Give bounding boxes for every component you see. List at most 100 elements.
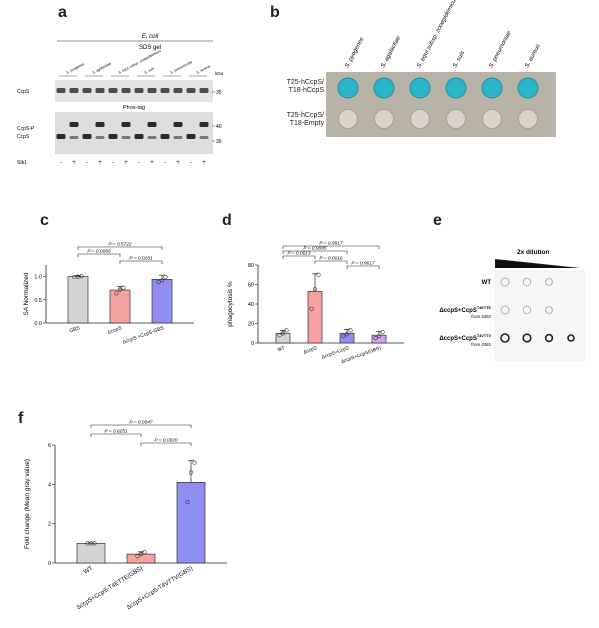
y-tick-label: 0.5 xyxy=(34,298,42,304)
p-value: P = 0.0016 xyxy=(319,256,342,262)
category-label: ΔccpS xyxy=(107,325,123,336)
p-value: P = 0.0281 xyxy=(129,256,152,262)
phos-band xyxy=(186,134,196,139)
category-label: WT xyxy=(277,345,286,353)
panel-letter-e: e xyxy=(433,212,442,229)
p-bracket xyxy=(90,433,142,437)
e-spot xyxy=(567,334,575,342)
phos-gel-strip xyxy=(55,112,213,154)
blue-colony xyxy=(373,77,395,99)
p-value: P = 0.0020 xyxy=(154,438,177,444)
bar xyxy=(126,553,156,564)
b-row1-line2: T18-hCcpS xyxy=(288,87,324,94)
e-spot xyxy=(522,277,532,287)
data-point xyxy=(188,470,194,475)
species-labels: S. pyogenes S. agalactiae S. equi subsp. z… xyxy=(59,49,211,77)
sds-band xyxy=(121,88,131,93)
e-spot xyxy=(500,333,510,343)
e-spot xyxy=(544,333,554,343)
panel-letter-c: c xyxy=(40,212,49,229)
bar xyxy=(151,279,173,324)
stk1-sign: + xyxy=(202,160,206,166)
data-point xyxy=(344,332,350,337)
e-spot xyxy=(500,305,510,315)
a-species-label: S. pyogenes xyxy=(66,62,86,75)
b-species-label: S. aureus xyxy=(524,43,541,68)
e-row-label: ΔccpS+CcpST4ETTE xyxy=(439,306,491,314)
data-point xyxy=(117,287,123,292)
plate-e xyxy=(494,270,586,362)
sds-band xyxy=(82,88,92,93)
panel-letter-b: b xyxy=(270,4,280,21)
e-row-sublabel: from GBS xyxy=(471,314,491,319)
y-tick-label: 0 xyxy=(251,341,254,347)
panel-a-blot: E. coli SDS gel S. pyogenes S. agalactiae… xyxy=(17,34,223,166)
e-spots xyxy=(500,277,575,343)
b-colony-spots xyxy=(337,77,539,129)
blue-colony xyxy=(337,77,359,99)
phos-band xyxy=(199,136,209,139)
white-colony xyxy=(446,109,466,129)
p-value: P = 0.6251 xyxy=(104,429,127,435)
p-bracket xyxy=(282,255,316,259)
p-value: P = 0.0013 xyxy=(287,251,310,257)
phos-band-p xyxy=(121,122,131,127)
sds-band xyxy=(56,88,66,93)
bar xyxy=(307,290,323,344)
panel-letter-a: a xyxy=(58,4,67,21)
phos-band xyxy=(95,136,105,139)
data-point xyxy=(376,334,382,339)
b-species-label: S. suis xyxy=(452,50,466,69)
e-row-label: ΔccpS+CcpST4VTTV xyxy=(439,334,491,342)
stk1-sign: + xyxy=(150,160,154,166)
sds-band xyxy=(108,88,118,93)
sds-band xyxy=(147,88,157,93)
data-point xyxy=(142,550,147,555)
white-colony xyxy=(482,109,502,129)
stk1-sign: - xyxy=(112,160,114,166)
white-colony xyxy=(338,109,358,129)
phos-band xyxy=(134,134,144,139)
p-value: P = 0.0047 xyxy=(129,420,152,426)
stk1-sign: - xyxy=(164,160,166,166)
blue-colony xyxy=(445,77,467,99)
b-row2-line2: T18-Empty xyxy=(289,120,324,127)
data-point xyxy=(163,274,168,280)
p-value: P = 0.9995 xyxy=(303,246,326,252)
sds-gel-strip xyxy=(55,80,213,102)
panel-b-row1-label: T25-hCcpS/ T18-hCcpS xyxy=(248,79,324,95)
category-label: GBS xyxy=(69,325,82,334)
sds-gel-label: SDS gel xyxy=(139,45,161,51)
sds-band xyxy=(173,88,183,93)
p-bracket xyxy=(346,265,380,269)
e-spot xyxy=(545,306,553,314)
panel-b-row2-label: T25-hCcpS/ T18-Empty xyxy=(248,112,324,128)
p-bracket xyxy=(77,246,163,250)
stk1-sign: - xyxy=(190,160,192,166)
p-bracket xyxy=(314,260,348,264)
data-point xyxy=(79,274,84,279)
e-row-label: WT xyxy=(482,280,492,286)
data-point xyxy=(121,285,126,290)
y-tick-label: 20 xyxy=(248,322,254,328)
dilution-label: 2x dilution xyxy=(517,249,550,256)
dilution-wedge xyxy=(495,259,580,268)
y-tick-label: 0 xyxy=(48,561,51,567)
a-species-label: S. agalactiae xyxy=(92,62,112,75)
y-tick-label: 6 xyxy=(48,443,51,449)
data-point xyxy=(138,552,144,557)
phos-band-p xyxy=(69,122,79,127)
bar xyxy=(275,332,291,344)
y-tick-label: 60 xyxy=(248,283,254,289)
a-species-label: S. suis xyxy=(144,66,156,75)
bar xyxy=(109,289,131,324)
white-colony xyxy=(518,109,538,129)
e-row-sublabel: from GBS xyxy=(471,342,491,347)
agar-plate xyxy=(326,72,556,137)
category-label: ΔccpS xyxy=(303,345,318,355)
y-axis-label: Fold change (Mean gray value) xyxy=(24,459,31,549)
p-bracket xyxy=(90,424,192,428)
stk1-sign: + xyxy=(72,160,76,166)
category-label: ΔccpS +CcpS-GBS xyxy=(122,325,165,346)
